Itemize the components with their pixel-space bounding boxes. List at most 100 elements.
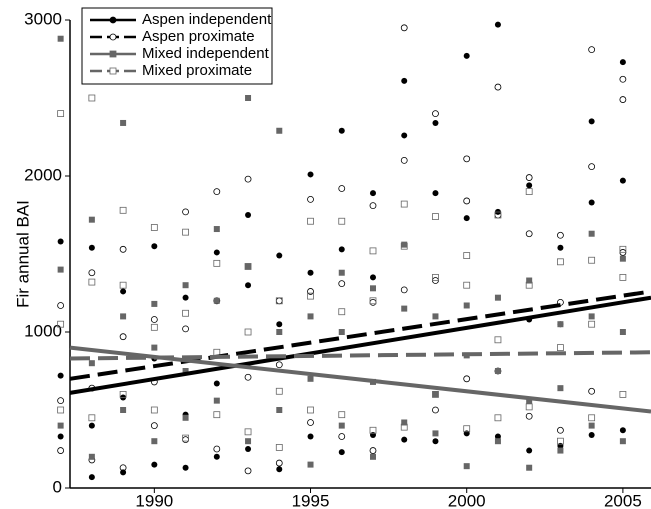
point <box>588 422 595 429</box>
point <box>151 461 158 468</box>
point <box>432 110 439 117</box>
point <box>400 286 408 294</box>
point <box>120 119 127 126</box>
point <box>275 297 283 305</box>
point <box>88 94 96 102</box>
x-tick-label: 2000 <box>448 491 486 509</box>
point <box>369 431 376 438</box>
point <box>151 243 158 250</box>
point <box>619 390 627 398</box>
point <box>276 252 283 259</box>
point <box>588 320 596 328</box>
point <box>494 368 501 374</box>
point <box>338 411 346 419</box>
point <box>276 127 283 134</box>
point <box>244 175 252 183</box>
point <box>494 438 501 445</box>
point <box>307 406 314 414</box>
point <box>526 447 533 454</box>
point <box>432 391 439 398</box>
legend-label: Aspen proximate <box>142 28 255 45</box>
point <box>463 197 471 205</box>
point <box>401 132 408 139</box>
point <box>432 213 439 220</box>
point <box>400 242 408 250</box>
point <box>182 282 189 289</box>
point <box>494 414 502 422</box>
point <box>369 190 376 197</box>
point <box>245 95 252 101</box>
point <box>307 171 314 178</box>
point <box>88 244 95 251</box>
point <box>182 208 189 216</box>
point <box>150 224 158 231</box>
point <box>619 438 626 445</box>
point <box>245 446 252 452</box>
point <box>557 344 564 352</box>
point <box>619 329 626 335</box>
point <box>307 419 314 426</box>
point <box>432 119 439 126</box>
point <box>401 436 408 443</box>
point <box>588 46 596 54</box>
point <box>150 406 158 414</box>
legend-label: Mixed proximate <box>142 62 252 79</box>
point <box>88 360 95 367</box>
point <box>120 469 127 476</box>
point <box>244 328 252 336</box>
point <box>338 449 345 456</box>
point <box>245 212 252 218</box>
point <box>432 438 439 445</box>
point <box>182 368 189 374</box>
point <box>276 466 283 473</box>
point <box>275 297 283 305</box>
point <box>369 274 376 281</box>
point <box>150 323 158 331</box>
point <box>307 313 314 320</box>
point <box>150 422 158 430</box>
point <box>463 425 471 433</box>
y-tick-label: 2000 <box>24 165 62 184</box>
point <box>338 246 345 253</box>
point <box>182 228 189 236</box>
point <box>463 302 470 309</box>
point <box>619 177 626 184</box>
point <box>182 436 189 444</box>
point <box>494 294 501 301</box>
point <box>57 372 64 379</box>
point <box>338 217 346 225</box>
point <box>213 411 221 419</box>
y-tick-label: 3000 <box>24 9 62 28</box>
point <box>526 464 533 471</box>
point <box>88 422 95 429</box>
point <box>276 329 283 335</box>
point <box>182 294 189 301</box>
point <box>57 110 65 117</box>
point <box>557 258 564 266</box>
point <box>463 52 470 59</box>
point <box>494 336 502 344</box>
point <box>213 226 220 233</box>
legend-marker <box>109 67 117 75</box>
point <box>307 288 314 295</box>
point <box>119 245 127 253</box>
point <box>401 241 408 248</box>
point <box>525 230 533 238</box>
point <box>88 414 96 422</box>
point <box>213 453 220 460</box>
point <box>275 387 283 395</box>
point <box>588 163 596 171</box>
point <box>619 96 627 103</box>
point <box>588 256 596 264</box>
point <box>57 320 65 328</box>
trend-line <box>69 350 651 361</box>
point <box>525 188 533 196</box>
point <box>120 407 127 413</box>
point <box>276 321 283 328</box>
point <box>307 217 314 225</box>
point <box>213 445 221 453</box>
point <box>244 373 252 381</box>
point <box>151 438 158 445</box>
point <box>120 313 127 320</box>
